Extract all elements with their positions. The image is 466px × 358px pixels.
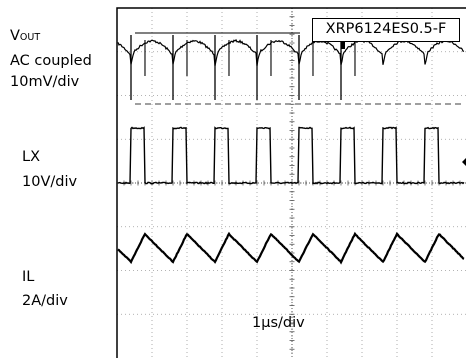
vout-subscript: OUT: [19, 32, 41, 43]
vout-main: V: [10, 28, 20, 44]
il-triangle-trace: [117, 231, 465, 265]
vout-scale: 10mV/div: [10, 74, 80, 90]
il-scale: 2A/div: [22, 293, 68, 309]
vout-ripple-trace: [117, 38, 465, 67]
trigger-marker: [341, 42, 345, 49]
part-number-label: XRP6124ES0.5-F: [312, 18, 460, 42]
lx-ground-marker: [462, 158, 466, 166]
vout-coupling: AC coupled: [10, 53, 92, 69]
il-name: IL: [22, 269, 35, 285]
time-scale-label: 1μs/div: [252, 315, 305, 331]
vout-label: VOUT: [10, 27, 40, 47]
lx-scale: 10V/div: [22, 174, 78, 190]
lx-name: LX: [22, 149, 41, 165]
screen-border: [116, 7, 466, 358]
lx-square-wave-trace: [117, 126, 465, 185]
